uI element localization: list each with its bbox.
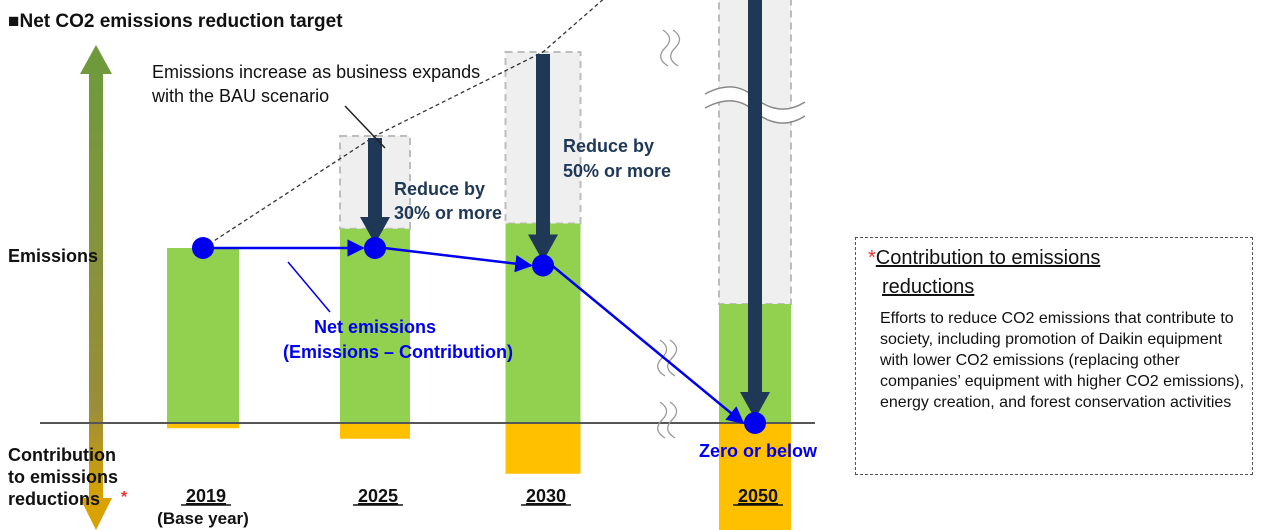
reduce-2025-line-1: Reduce by [394, 179, 485, 199]
net-point-2019 [192, 237, 214, 259]
chart-title: ■Net CO2 emissions reduction target [8, 11, 343, 32]
emissions-bar-2025 [340, 228, 410, 423]
lower-axis-marker: * [121, 489, 128, 506]
contribution-bar-2030 [505, 423, 581, 474]
definition-title-line-1: Contribution to emissions [875, 247, 1101, 269]
category-label-2050: 2050 [738, 486, 778, 506]
definition-title-line-2: reductions [882, 276, 975, 298]
net-point-2030 [532, 254, 554, 277]
break-mark-4 [657, 401, 668, 439]
contribution-definition-box: *Contribution to emissions reductions Eff… [855, 237, 1253, 475]
break-mark-1 [670, 29, 681, 67]
definition-text: Efforts to reduce CO2 emissions that con… [880, 310, 1245, 411]
zero-annotation: Zero or below [699, 441, 818, 461]
reduction-arrow-shaft-2030 [536, 54, 550, 236]
bau-annotation-line-1: Emissions increase as business expands [152, 62, 480, 82]
lower-axis-label-line-3: reductions [8, 489, 100, 509]
net-callout-line [287, 261, 331, 313]
definition-marker: * [868, 247, 876, 269]
break-mark-5 [667, 401, 678, 439]
reduction-arrow-head-2050 [740, 392, 770, 419]
upper-axis-label: Emissions [8, 246, 98, 266]
lower-axis-label-line-1: Contribution [8, 445, 116, 465]
net-annotation-line-2: (Emissions – Contribution) [283, 342, 513, 362]
break-mark-0 [660, 29, 671, 67]
net-point-2025 [364, 237, 386, 259]
reduction-arrow-shaft-2050 [748, 0, 762, 393]
net-line-segment-2 [551, 264, 745, 425]
category-label-2019: 2019 [186, 486, 226, 506]
axis-arrow-down-head [80, 498, 112, 530]
axis-arrow-shaft [89, 72, 103, 500]
category-label-2025: 2025 [358, 486, 398, 506]
base-year-note: (Base year) [157, 509, 249, 528]
bau-callout-line [344, 105, 386, 149]
bau-annotation-line-2: with the BAU scenario [151, 86, 329, 106]
net-line-segment-1 [383, 246, 533, 273]
reduction-arrow-head-2030 [528, 234, 558, 262]
category-label-2030: 2030 [526, 486, 566, 506]
contribution-bar-2025 [340, 423, 410, 439]
definition-title: *Contribution to emissions reductions [868, 244, 1248, 302]
reduce-2030-line-1: Reduce by [563, 136, 654, 156]
reduce-2030-line-2: 50% or more [563, 161, 671, 181]
reduce-2025-line-2: 30% or more [394, 203, 502, 223]
net-point-2050 [744, 412, 766, 434]
axis-arrow-up-head [80, 45, 112, 74]
break-mark-2 [657, 339, 668, 377]
reduction-arrow-shaft-2025 [368, 138, 382, 218]
contribution-bar-2050 [719, 423, 791, 530]
break-mark-3 [667, 339, 678, 377]
contribution-bar-2019 [167, 423, 239, 429]
emissions-bar-2019 [167, 248, 239, 423]
net-annotation-line-1: Net emissions [314, 317, 436, 337]
reduction-arrow-head-2025 [360, 217, 390, 244]
lower-axis-label-line-2: to emissions [8, 467, 118, 487]
